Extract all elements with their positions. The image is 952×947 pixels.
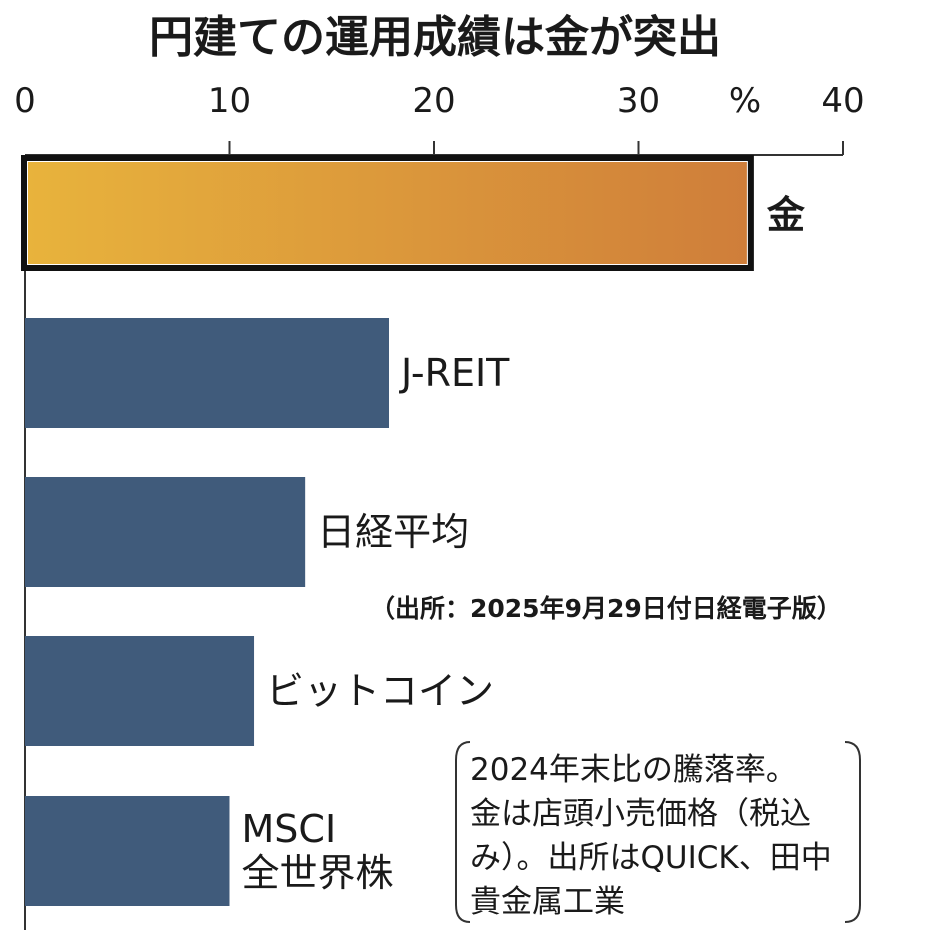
bar — [25, 318, 390, 428]
footnote-line-1: 2024年末比の騰落率。 — [470, 752, 797, 788]
unit-label: % — [729, 81, 761, 121]
x-axis-ticks: 0 10 20 30 40 — [14, 81, 864, 121]
footnote-right-bracket — [844, 741, 861, 923]
bar — [25, 636, 255, 746]
footnote: 2024年末比の騰落率。 金は店頭小売価格（税込 み）。出所はQUICK、田中 … — [455, 741, 861, 923]
footnote-left-bracket — [455, 741, 471, 923]
footnote-line-2: 金は店頭小売価格（税込 — [470, 796, 811, 832]
footnote-line-4: 貴金属工業 — [470, 884, 625, 920]
category-label: ビットコイン — [266, 669, 494, 713]
bar — [25, 796, 230, 906]
footnote-line-3: み）。出所はQUICK、田中 — [470, 840, 832, 876]
x-tick-label: 30 — [617, 81, 660, 121]
chart-title: 円建ての運用成績は金が突出 — [149, 12, 721, 63]
bar — [25, 477, 306, 587]
category-label: 金 — [766, 193, 806, 237]
bars — [21, 155, 754, 906]
bar-outline — [21, 155, 754, 271]
category-label: J-REIT — [399, 351, 510, 395]
bar-gold — [28, 162, 747, 264]
x-tick-label: 40 — [821, 81, 864, 121]
source-note: （出所：2025年9月29日付日経電子版） — [370, 594, 842, 623]
category-label: MSCI 全世界株 — [242, 807, 394, 895]
x-tick-label: 0 — [14, 81, 36, 121]
x-tick-label: 20 — [412, 81, 455, 121]
category-label: 日経平均 — [317, 510, 469, 554]
x-tick-label: 10 — [208, 81, 251, 121]
